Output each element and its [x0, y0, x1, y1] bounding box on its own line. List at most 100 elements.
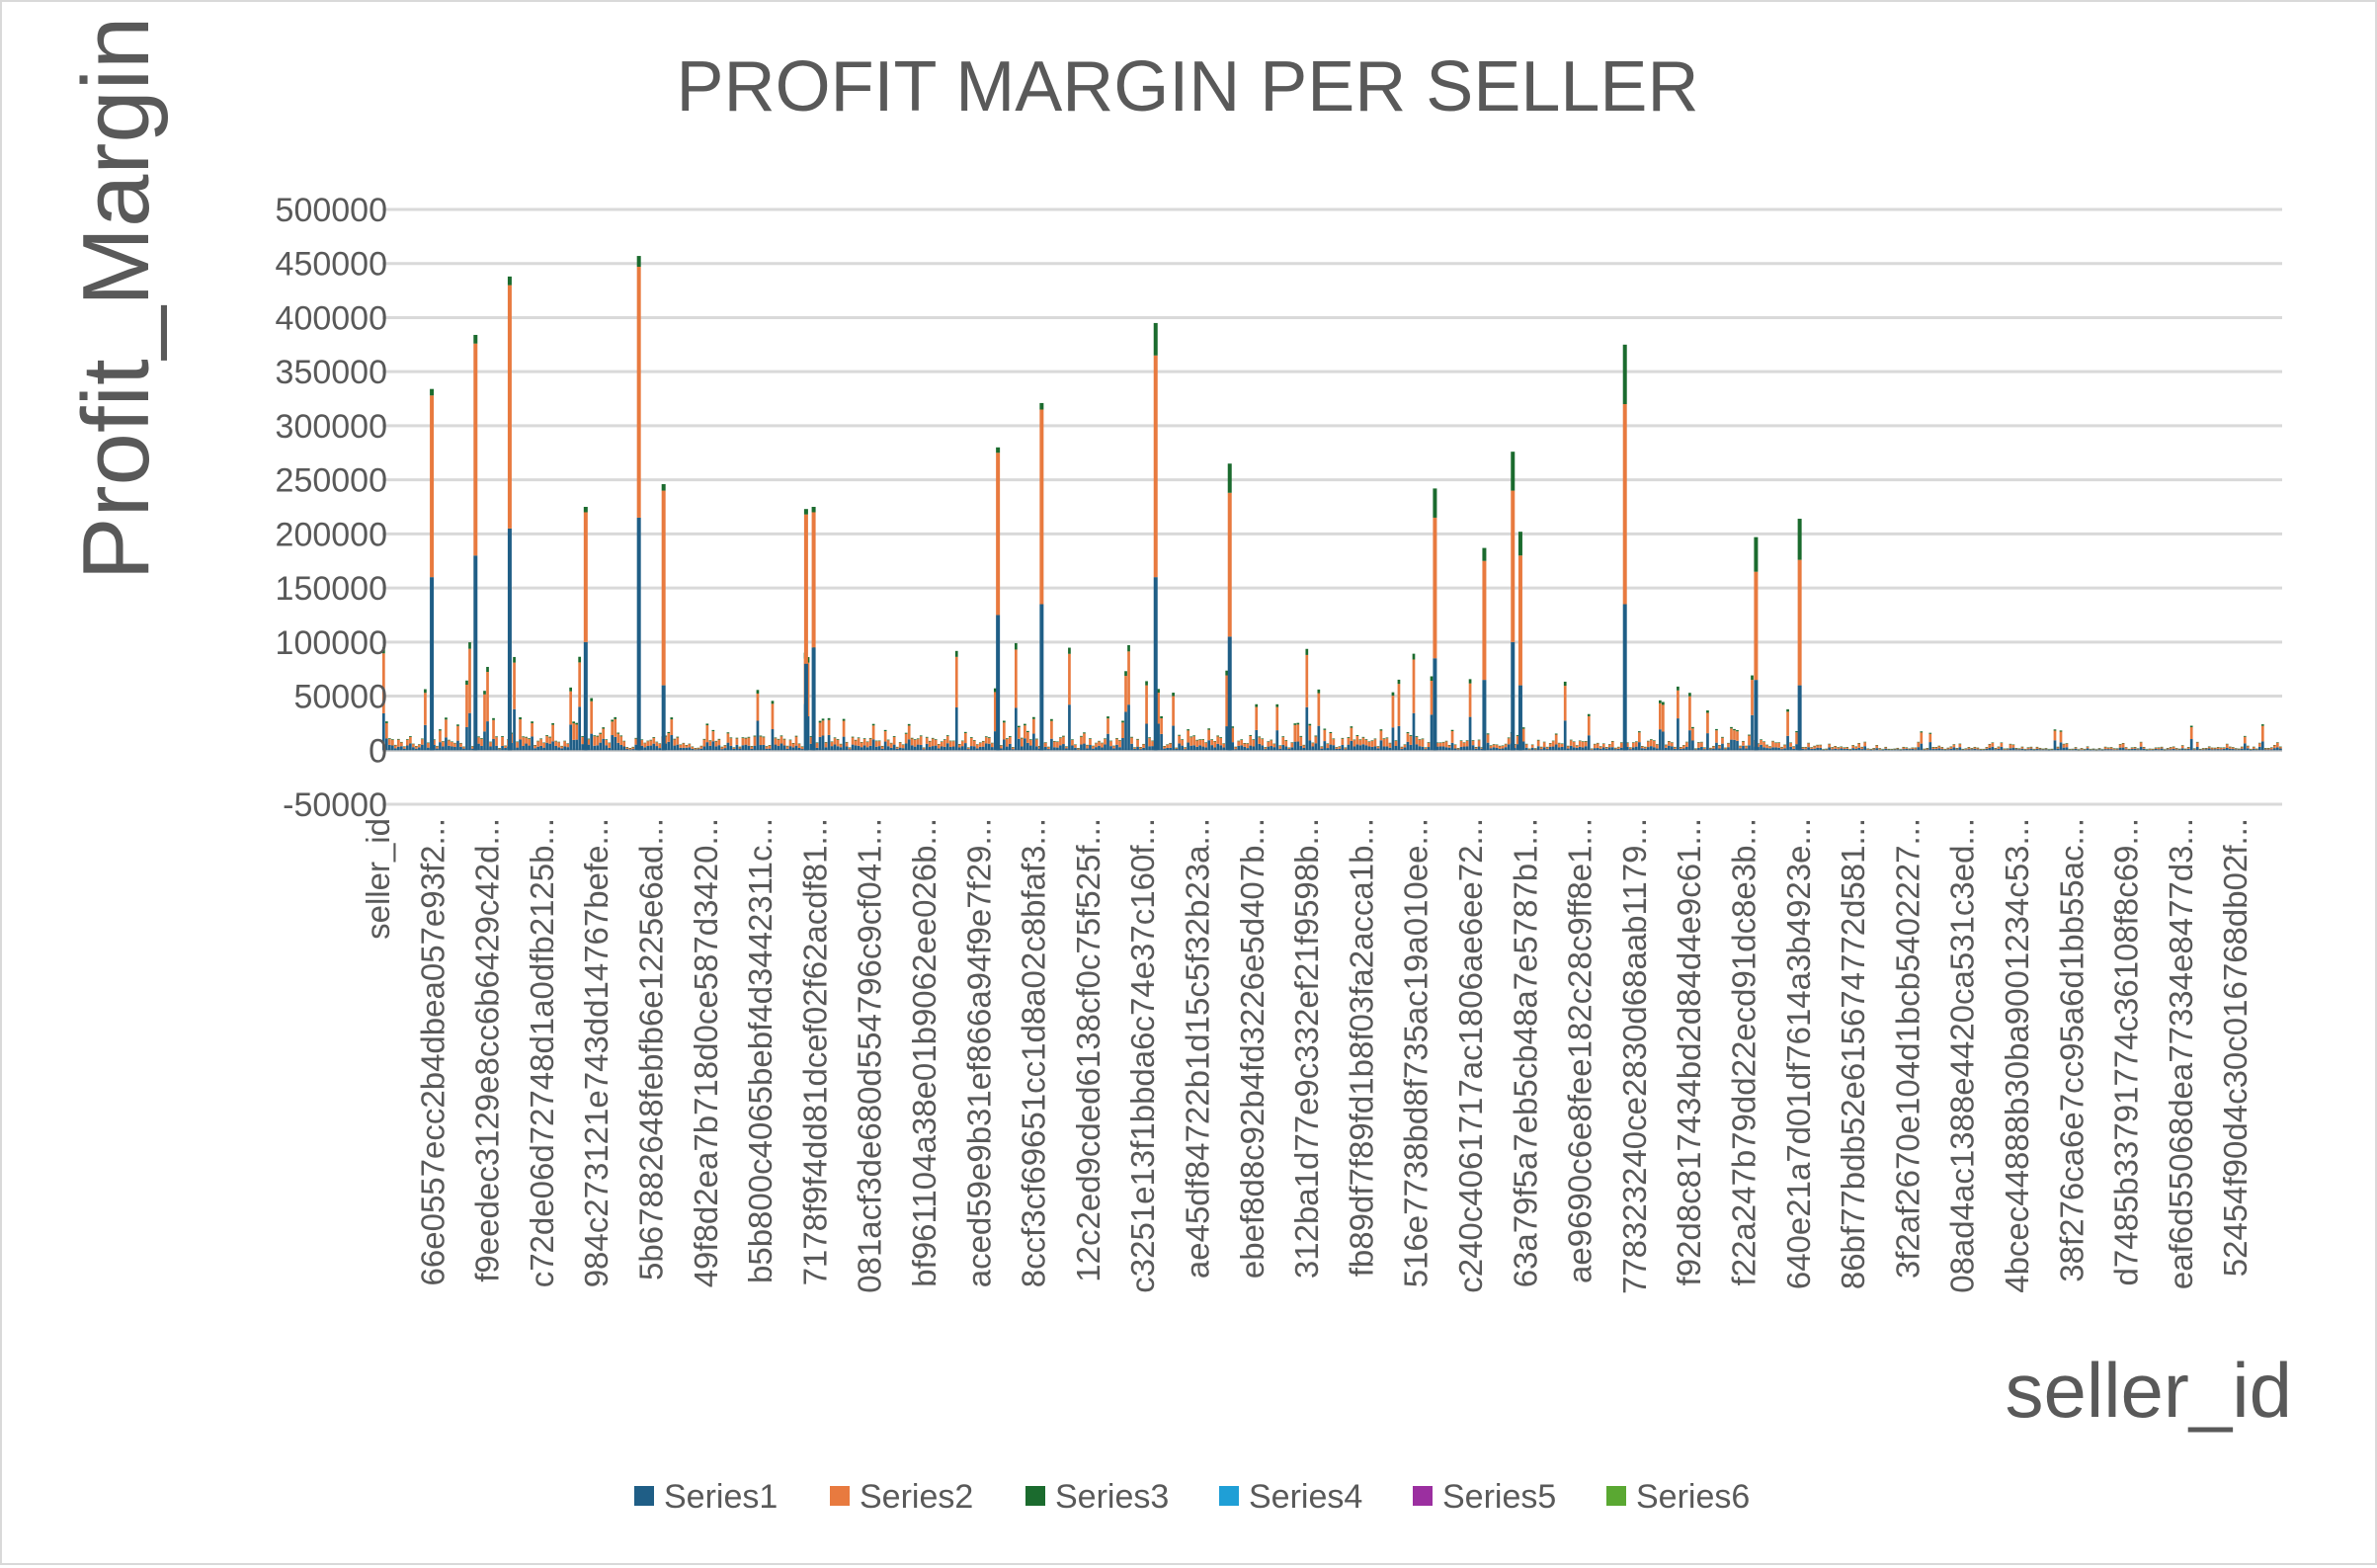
bar-seg	[2106, 749, 2110, 751]
bar-seg	[1477, 746, 1481, 751]
bar-seg	[1804, 749, 1807, 751]
bar-seg	[1352, 739, 1356, 741]
legend-label: Series2	[860, 1478, 973, 1516]
bar-seg	[1323, 729, 1327, 742]
bar-seg	[628, 748, 632, 749]
y-tick-label: 400000	[276, 299, 387, 337]
bar-seg	[587, 744, 591, 751]
bar-seg	[854, 740, 858, 746]
peak-bar-seg	[1039, 604, 1044, 751]
bar-seg	[465, 726, 468, 751]
bar-seg	[1098, 741, 1101, 746]
bar-seg	[1145, 681, 1148, 686]
bar-seg	[1035, 738, 1038, 740]
bar-seg	[972, 746, 976, 751]
bar-seg	[1786, 711, 1789, 736]
bar-seg	[1029, 745, 1032, 751]
bar-seg	[1516, 734, 1519, 736]
bar-seg	[892, 736, 896, 745]
bar-seg	[854, 745, 858, 751]
bar-seg	[1762, 747, 1765, 751]
bar-seg	[1459, 740, 1463, 747]
bar-seg	[1751, 675, 1754, 681]
bar-seg	[608, 747, 612, 751]
bar-seg	[1495, 744, 1499, 746]
bar-seg	[1878, 748, 1882, 750]
bar-seg	[1946, 749, 1950, 751]
bar-seg	[2204, 748, 2208, 750]
x-tick-label: 08ad4ac1388e4420ca531c3ed...	[1944, 818, 1981, 1293]
bar-seg	[1837, 749, 1841, 751]
bar-seg	[439, 729, 442, 731]
bar-seg	[1952, 744, 1956, 748]
bar-seg	[1967, 747, 1971, 750]
bar-seg	[2077, 749, 2081, 751]
bar-seg	[424, 693, 427, 725]
bar-seg	[685, 745, 689, 748]
bar-seg	[628, 749, 632, 751]
bar-seg	[1688, 730, 1691, 751]
bar-seg	[1258, 736, 1262, 738]
bar-seg	[1896, 748, 1900, 750]
bar-seg	[1326, 743, 1330, 749]
bar-seg	[2106, 747, 2110, 750]
peak-bar-seg	[996, 615, 1001, 751]
bar-seg	[2035, 747, 2039, 750]
bar-seg	[1548, 743, 1552, 747]
bar-seg	[960, 741, 964, 747]
bar-seg	[608, 742, 612, 744]
bar-seg	[966, 747, 970, 748]
peak-bar-seg	[661, 484, 666, 491]
bar-seg	[1596, 743, 1599, 749]
bar-seg	[590, 698, 594, 701]
bar-seg	[957, 744, 961, 745]
bar-seg	[433, 739, 436, 741]
bar-seg	[1293, 723, 1297, 725]
bar-seg	[382, 712, 385, 751]
bar-seg	[800, 749, 804, 751]
bar-seg	[1685, 747, 1688, 751]
bar-seg	[676, 744, 680, 751]
bar-seg	[531, 736, 533, 751]
bar-seg	[605, 739, 609, 740]
bar-seg	[738, 746, 742, 748]
bar-seg	[717, 739, 721, 746]
bar-seg	[1293, 741, 1297, 751]
bars-layer	[382, 256, 2282, 751]
bar-seg	[1148, 737, 1151, 739]
bar-seg	[516, 742, 519, 748]
bar-seg	[1551, 741, 1555, 747]
bar-seg	[2257, 742, 2261, 744]
bar-seg	[581, 736, 585, 745]
bar-seg	[1008, 743, 1012, 751]
bar-seg	[1071, 745, 1074, 751]
bar-seg	[1435, 746, 1439, 751]
bar-seg	[1314, 743, 1318, 751]
peak-bar-seg	[1039, 409, 1044, 605]
bar-seg	[845, 741, 849, 743]
bar-seg	[928, 747, 932, 751]
bar-seg	[999, 745, 1003, 746]
bar-seg	[1590, 749, 1594, 751]
bar-seg	[1388, 747, 1392, 751]
peak-bar-seg	[583, 507, 588, 513]
bar-seg	[871, 723, 875, 726]
bar-seg	[682, 743, 686, 748]
bar-seg	[907, 723, 911, 726]
bar-seg	[1976, 747, 1980, 750]
bar-seg	[1243, 746, 1247, 751]
bar-seg	[1021, 738, 1024, 747]
bar-seg	[1275, 706, 1279, 731]
y-tick-label: 250000	[276, 462, 387, 500]
bar-seg	[2195, 742, 2199, 747]
bar-seg	[451, 741, 453, 747]
bar-seg	[2142, 747, 2146, 749]
bar-seg	[916, 744, 920, 751]
bar-seg	[622, 746, 626, 751]
bar-seg	[1685, 741, 1688, 743]
bar-seg	[2266, 748, 2270, 750]
bar-seg	[1653, 747, 1656, 751]
bar-seg	[753, 745, 757, 751]
bar-seg	[2083, 749, 2087, 751]
bar-seg	[1127, 644, 1130, 652]
